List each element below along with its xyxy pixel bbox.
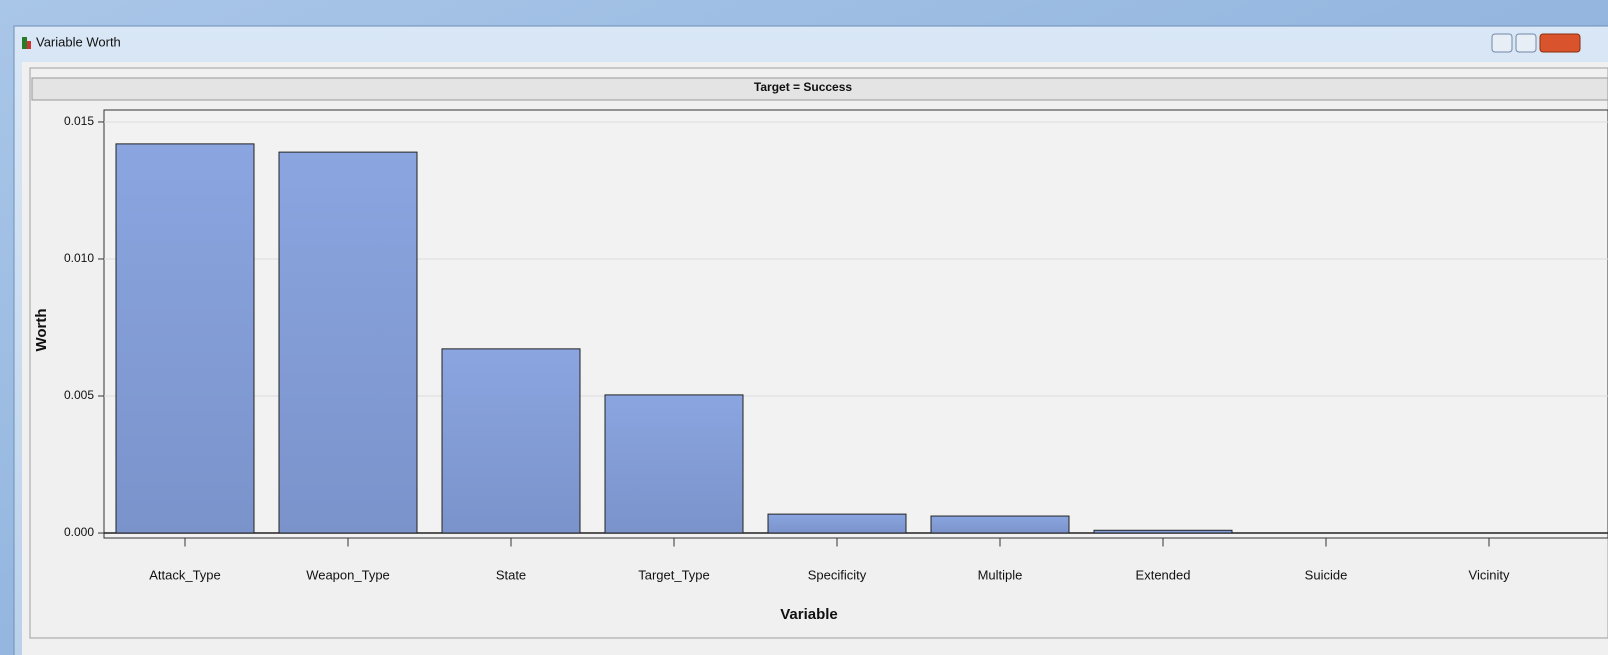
x-tick-label: Extended [1136,567,1191,582]
x-tick-label: Target_Type [638,567,710,582]
y-tick-label: 0.005 [64,388,94,402]
window-icon [22,37,27,49]
bar [278,151,418,534]
x-tick-label: Vicinity [1469,567,1510,582]
bar [930,515,1070,534]
x-axis-label: Variable [780,606,838,623]
x-tick-label: Specificity [808,567,867,582]
window-title: Variable Worth [36,34,121,49]
bar [767,513,907,534]
close-button[interactable] [1539,33,1581,53]
window-icon [27,41,31,49]
bar [441,348,581,534]
chart-header [31,77,1608,101]
y-tick-label: 0.000 [64,525,94,539]
x-tick-label: Weapon_Type [306,567,390,582]
bar [1093,529,1233,534]
x-tick-label: Multiple [978,567,1023,582]
bar [115,143,255,534]
maximize-button[interactable] [1515,33,1537,53]
x-tick-label: State [496,567,526,582]
y-axis-label: Worth [33,308,50,351]
x-tick-label: Attack_Type [149,567,221,582]
minimize-button[interactable] [1491,33,1513,53]
y-tick-label: 0.015 [64,114,94,128]
y-tick-label: 0.010 [64,251,94,265]
bar [604,394,744,534]
chart-title: Target = Success [754,80,852,94]
x-tick-label: Suicide [1305,567,1348,582]
